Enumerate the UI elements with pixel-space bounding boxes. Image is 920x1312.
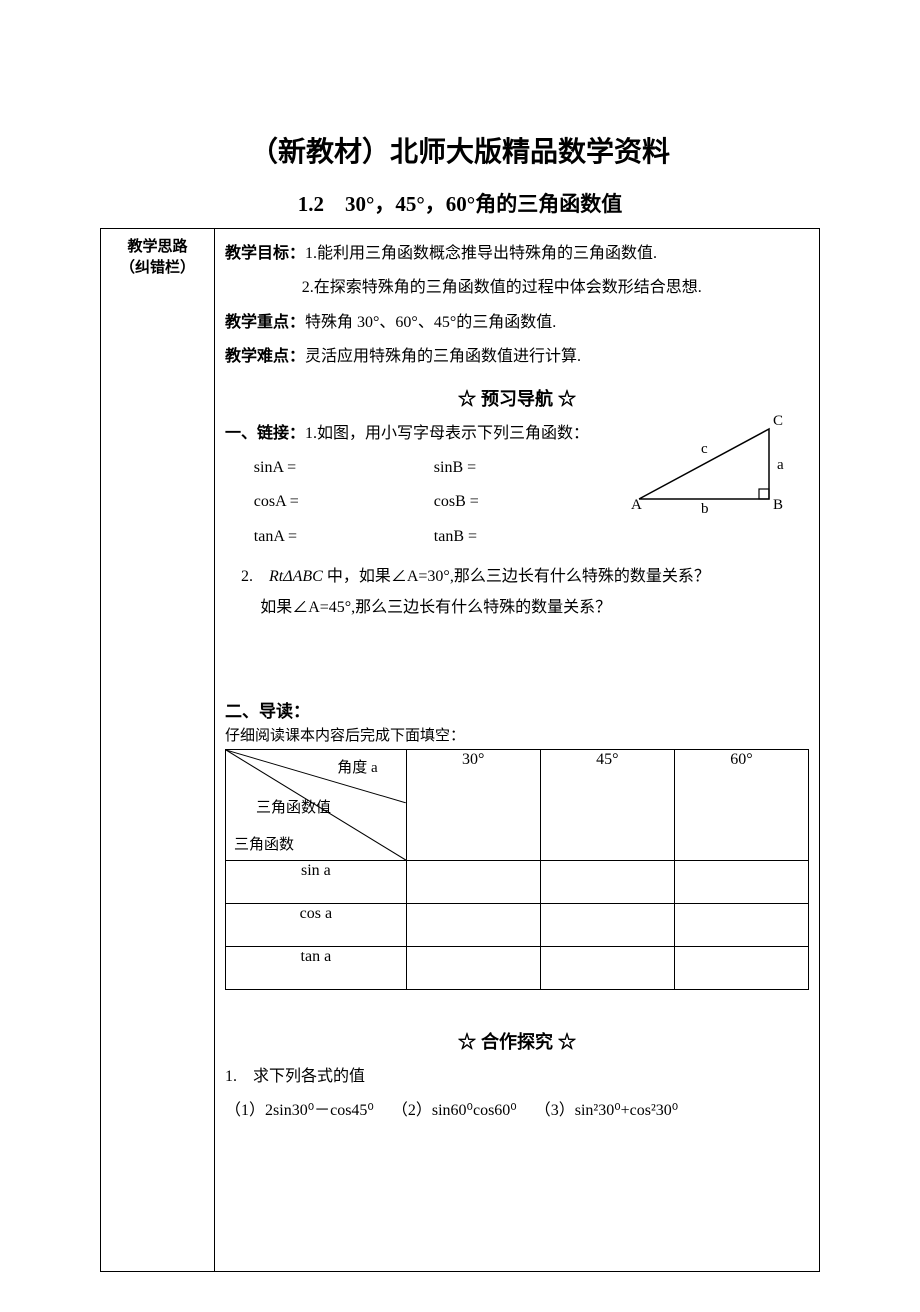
objectives-label: 教学目标：	[225, 245, 305, 262]
preview-heading: ☆ 预习导航 ☆	[225, 385, 809, 411]
cooperate-q1-label: 1. 求下列各式的值	[225, 1062, 809, 1092]
cell-sin-30	[406, 860, 540, 903]
col-60: 60°	[674, 749, 808, 860]
expr-3-body: sin²30⁰+cos²30⁰	[575, 1102, 678, 1119]
cooperate-heading: ☆ 合作探究 ☆	[225, 1028, 809, 1054]
objectives-line1: 教学目标：1.能利用三角函数概念推导出特殊角的三角函数值.	[225, 239, 809, 269]
blank-space	[225, 623, 809, 693]
cell-cos-30	[406, 903, 540, 946]
expr-3: （3）sin²30⁰+cos²30⁰	[535, 1096, 678, 1126]
diag-middle: 三角函数值	[256, 796, 331, 817]
right-triangle-diagram: A B C a b c	[629, 409, 799, 519]
diag-top-right: 角度 a	[337, 756, 377, 777]
cell-tan-60	[674, 946, 808, 989]
link-label: 一、链接：	[225, 425, 305, 442]
triangle-label-c: c	[701, 441, 708, 458]
row-cos: cos a	[226, 903, 407, 946]
sub-title: 1.2 30°，45°，60°角的三角函数值	[100, 188, 820, 218]
sinA: sinA =	[225, 453, 434, 483]
trig-row-tan: tanA = tanB =	[225, 522, 809, 552]
row-sin: sin a	[226, 860, 407, 903]
diag-bottom-left: 三角函数	[234, 833, 294, 854]
triangle-label-a: a	[777, 457, 784, 474]
triangle-label-C: C	[773, 413, 783, 430]
cell-tan-30	[406, 946, 540, 989]
cell-tan-45	[540, 946, 674, 989]
daodu-heading: 二、导读：	[225, 697, 809, 722]
trig-row-sin: sinA = sinB =	[225, 453, 629, 483]
expr-1: （1）2sin30⁰－cos45⁰	[225, 1096, 374, 1126]
q2-line1: 中，如果∠A=30°,那么三边长有什么特殊的数量关系？	[323, 568, 710, 585]
q2-rt: RtΔABC	[269, 568, 323, 585]
trailing-blank	[225, 1131, 809, 1251]
objectives-item2: 2.在探索特殊角的三角函数值的过程中体会数形结合思想.	[225, 273, 809, 303]
tanB: tanB =	[434, 522, 614, 552]
tanA: tanA =	[225, 522, 434, 552]
main-title: （新教材）北师大版精品数学资料	[100, 130, 820, 170]
difficulty-text: 灵活应用特殊角的三角函数值进行计算.	[305, 348, 581, 365]
daodu-instruction: 仔细阅读课本内容后完成下面填空：	[225, 724, 809, 745]
expr-1-body: 2sin30⁰－cos45⁰	[265, 1102, 374, 1119]
expr-2-body: sin60⁰cos60⁰	[432, 1102, 517, 1119]
content-panel: 教学目标：1.能利用三角函数概念推导出特殊角的三角函数值. 2.在探索特殊角的三…	[215, 229, 820, 1272]
left-panel-line2: （纠错栏）	[105, 256, 210, 277]
cosA: cosA =	[225, 487, 434, 517]
col-45: 45°	[540, 749, 674, 860]
focus-text: 特殊角 30°、60°、45°的三角函数值.	[305, 314, 556, 331]
row-tan: tan a	[226, 946, 407, 989]
focus-label: 教学重点：	[225, 314, 305, 331]
triangle-label-A: A	[631, 497, 642, 514]
cell-cos-60	[674, 903, 808, 946]
expr-3-label: （3）	[535, 1102, 575, 1119]
sinB: sinB =	[434, 453, 614, 483]
cell-sin-60	[674, 860, 808, 903]
trig-values-table: 角度 a 三角函数值 三角函数 30° 45° 60° sin a	[225, 749, 809, 990]
cell-sin-45	[540, 860, 674, 903]
q2-line2: 如果∠A=45°,那么三边长有什么特殊的数量关系？	[225, 593, 809, 623]
question-2: 2. RtΔABC 中，如果∠A=30°,那么三边长有什么特殊的数量关系？ 如果…	[225, 562, 809, 623]
expression-row: （1）2sin30⁰－cos45⁰ （2）sin60⁰cos60⁰ （3）sin…	[225, 1096, 809, 1126]
document-layout-table: 教学思路 （纠错栏） 教学目标：1.能利用三角函数概念推导出特殊角的三角函数值.…	[100, 228, 820, 1272]
expr-2-label: （2）	[392, 1102, 432, 1119]
triangle-label-B: B	[773, 497, 783, 514]
cosB: cosB =	[434, 487, 614, 517]
left-panel-line1: 教学思路	[105, 235, 210, 256]
left-panel: 教学思路 （纠错栏）	[101, 229, 215, 1272]
link-intro: 1.如图，用小写字母表示下列三角函数：	[305, 425, 589, 442]
objectives-item1: 1.能利用三角函数概念推导出特殊角的三角函数值.	[305, 245, 657, 262]
col-30: 30°	[406, 749, 540, 860]
trig-row-cos: cosA = cosB =	[225, 487, 629, 517]
triangle-label-b: b	[701, 501, 709, 518]
expr-1-label: （1）	[225, 1102, 265, 1119]
cell-cos-45	[540, 903, 674, 946]
q2-prefix: 2.	[241, 568, 269, 585]
difficulty-label: 教学难点：	[225, 348, 305, 365]
difficulty-line: 教学难点：灵活应用特殊角的三角函数值进行计算.	[225, 342, 809, 372]
expr-2: （2）sin60⁰cos60⁰	[392, 1096, 517, 1126]
focus-line: 教学重点：特殊角 30°、60°、45°的三角函数值.	[225, 308, 809, 338]
table-header-diagonal-cell: 角度 a 三角函数值 三角函数	[226, 749, 407, 860]
